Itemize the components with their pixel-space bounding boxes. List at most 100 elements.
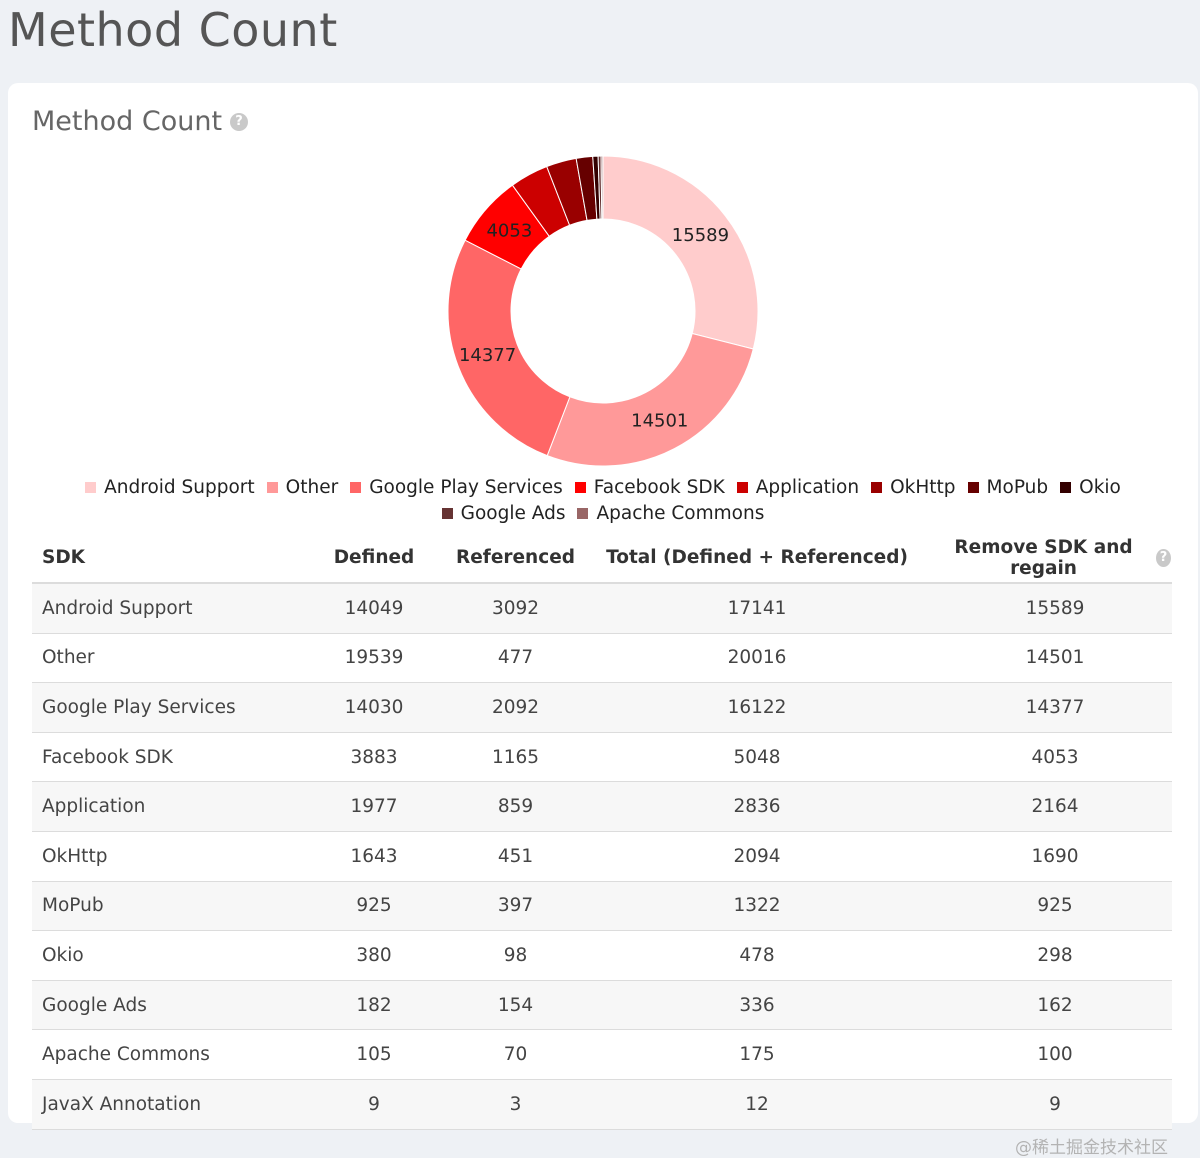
cell-referenced: 154: [455, 980, 576, 1030]
cell-total: 20016: [576, 633, 938, 683]
header-referenced[interactable]: Referenced: [455, 533, 576, 583]
legend-item[interactable]: OkHttp: [871, 477, 955, 498]
donut-chart-svg: 15589 14501 14377 4053: [8, 83, 1198, 483]
header-remove-label: Remove SDK and regain: [939, 537, 1148, 579]
cell-sdk: Facebook SDK: [32, 732, 293, 782]
legend-label: OkHttp: [890, 477, 955, 498]
cell-sdk: OkHttp: [32, 831, 293, 881]
cell-referenced: 2092: [455, 683, 576, 733]
legend-item[interactable]: Application: [737, 477, 859, 498]
cell-remove: 1690: [938, 831, 1172, 881]
header-defined[interactable]: Defined: [293, 533, 455, 583]
cell-defined: 1977: [293, 782, 455, 832]
legend-item[interactable]: Android Support: [85, 477, 255, 498]
donut-slice-other[interactable]: [547, 334, 753, 466]
cell-sdk: Android Support: [32, 583, 293, 633]
cell-referenced: 3: [455, 1079, 576, 1129]
legend-swatch: [737, 482, 748, 493]
cell-sdk: Other: [32, 633, 293, 683]
chart-legend: Android Support Other Google Play Services…: [48, 477, 1158, 524]
cell-referenced: 70: [455, 1030, 576, 1080]
cell-remove: 14377: [938, 683, 1172, 733]
cell-referenced: 397: [455, 881, 576, 931]
cell-referenced: 477: [455, 633, 576, 683]
slice-data-label: 14501: [631, 411, 688, 432]
cell-remove: 4053: [938, 732, 1172, 782]
cell-remove: 925: [938, 881, 1172, 931]
legend-label: Facebook SDK: [594, 477, 725, 498]
cell-defined: 3883: [293, 732, 455, 782]
donut-chart: 15589 14501 14377 4053: [8, 83, 1198, 533]
sdk-table: SDK Defined Referenced Total (Defined + …: [32, 533, 1172, 1130]
cell-total: 336: [576, 980, 938, 1030]
cell-defined: 925: [293, 881, 455, 931]
cell-total: 12: [576, 1079, 938, 1129]
legend-item[interactable]: Apache Commons: [577, 503, 764, 524]
cell-total: 16122: [576, 683, 938, 733]
cell-remove: 100: [938, 1030, 1172, 1080]
legend-row: Google Ads Apache Commons: [48, 503, 1158, 524]
legend-label: Google Play Services: [369, 477, 563, 498]
slice-data-label: 4053: [486, 220, 532, 241]
legend-swatch: [442, 508, 453, 519]
cell-remove: 14501: [938, 633, 1172, 683]
legend-item[interactable]: MoPub: [968, 477, 1049, 498]
legend-swatch: [1060, 482, 1071, 493]
legend-label: Okio: [1079, 477, 1121, 498]
legend-item[interactable]: Facebook SDK: [575, 477, 725, 498]
header-sdk[interactable]: SDK: [32, 533, 293, 583]
slice-data-label: 14377: [459, 345, 516, 366]
legend-label: Application: [756, 477, 859, 498]
cell-defined: 380: [293, 931, 455, 981]
cell-sdk: Okio: [32, 931, 293, 981]
cell-total: 2836: [576, 782, 938, 832]
cell-referenced: 98: [455, 931, 576, 981]
legend-swatch: [350, 482, 361, 493]
cell-defined: 14030: [293, 683, 455, 733]
cell-defined: 1643: [293, 831, 455, 881]
cell-sdk: JavaX Annotation: [32, 1079, 293, 1129]
cell-sdk: Google Ads: [32, 980, 293, 1030]
legend-item[interactable]: Google Ads: [442, 503, 566, 524]
cell-defined: 182: [293, 980, 455, 1030]
donut-slice-android-support[interactable]: [603, 156, 758, 349]
legend-swatch: [968, 482, 979, 493]
header-remove[interactable]: Remove SDK and regain ?: [938, 533, 1172, 583]
legend-swatch: [575, 482, 586, 493]
legend-swatch: [267, 482, 278, 493]
legend-label: MoPub: [987, 477, 1049, 498]
legend-swatch: [577, 508, 588, 519]
cell-total: 2094: [576, 831, 938, 881]
slice-data-label: 15589: [672, 225, 729, 246]
cell-total: 1322: [576, 881, 938, 931]
legend-item[interactable]: Google Play Services: [350, 477, 563, 498]
cell-sdk: Google Play Services: [32, 683, 293, 733]
legend-label: Apache Commons: [596, 503, 764, 524]
header-total[interactable]: Total (Defined + Referenced): [576, 533, 938, 583]
cell-remove: 15589: [938, 583, 1172, 633]
help-icon[interactable]: ?: [1156, 549, 1171, 567]
page-title: Method Count: [8, 2, 338, 58]
table-header-row: SDK Defined Referenced Total (Defined + …: [32, 533, 1172, 583]
legend-swatch: [871, 482, 882, 493]
legend-item[interactable]: Other: [267, 477, 339, 498]
cell-sdk: Apache Commons: [32, 1030, 293, 1080]
cell-total: 478: [576, 931, 938, 981]
cell-sdk: Application: [32, 782, 293, 832]
cell-sdk: MoPub: [32, 881, 293, 931]
cell-total: 175: [576, 1030, 938, 1080]
legend-label: Google Ads: [461, 503, 566, 524]
cell-remove: 162: [938, 980, 1172, 1030]
legend-row: Android Support Other Google Play Services…: [48, 477, 1158, 498]
watermark: @稀土掘金技术社区: [1015, 1133, 1168, 1158]
legend-item[interactable]: Okio: [1060, 477, 1121, 498]
cell-remove: 2164: [938, 782, 1172, 832]
